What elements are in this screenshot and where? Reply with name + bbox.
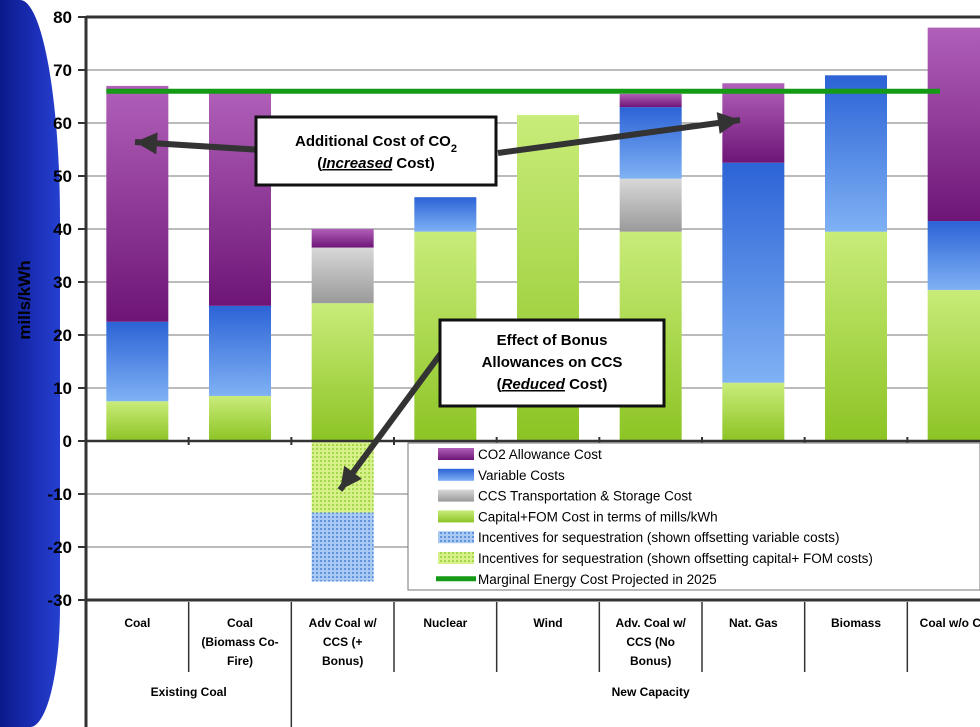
annotation-arrowhead — [135, 132, 158, 155]
bar-segment — [619, 178, 682, 232]
y-tick-label: 20 — [53, 326, 72, 345]
legend: CO2 Allowance Cost Variable Costs CCS Tran… — [407, 442, 980, 591]
axes: -30 -20 -10 0 10 20 30 40 50 60 70 80 mills/kWh — [15, 8, 980, 727]
bar-segment — [311, 229, 374, 248]
bar-segment — [722, 162, 785, 383]
legend-entry: Variable Costs — [478, 468, 565, 483]
y-tick-label: 40 — [53, 220, 72, 239]
bar-segment — [825, 75, 887, 232]
legend-swatch — [438, 468, 474, 481]
bar-segment — [825, 231, 887, 441]
legend-swatch — [438, 510, 474, 523]
y-tick-label: 50 — [53, 167, 72, 186]
category-group-label: Existing Coal — [151, 685, 227, 699]
category-label: Adv Coal w/ — [309, 616, 378, 630]
bar-segment — [311, 303, 374, 441]
category-axis: Coal Coal (Biomass Co- Fire) Adv Coal w/CCS … — [85, 602, 980, 727]
bonus-allowance-callout-line: (Reduced Cost) — [497, 376, 608, 393]
annotation-arrow-shaft — [497, 117, 741, 156]
legend-entry: Marginal Energy Cost Projected in 2025 — [478, 572, 717, 587]
y-axis-label: mills/kWh — [15, 260, 34, 339]
co2-cost-callout-box — [254, 115, 498, 187]
legend-entry: CCS Transportation & Storage Cost — [478, 489, 692, 504]
category-label: Coal w/o CCS — [920, 616, 980, 630]
bar-segment — [209, 395, 271, 441]
category-group-label: New Capacity — [612, 685, 690, 699]
y-tick-label: 10 — [53, 379, 72, 398]
annotations: Additional Cost of CO2(Increased Cost) Ef… — [134, 112, 741, 492]
bar-segment — [106, 321, 169, 402]
category-label: Bonus) — [322, 654, 363, 668]
bar-segment — [619, 93, 682, 108]
legend-swatch — [438, 448, 474, 460]
category-label: Biomass — [831, 616, 881, 630]
category-label: Bonus) — [630, 654, 671, 668]
category-label: (Biomass Co- — [201, 635, 278, 649]
legend-entry: Incentives for sequestration (shown offs… — [478, 530, 839, 545]
bar-segment — [311, 512, 374, 582]
category-label: Nuclear — [423, 616, 467, 630]
bar-segment — [106, 85, 169, 322]
co2-cost-callout-subtitle: (Increased Cost) — [317, 155, 435, 172]
legend-swatch — [438, 489, 474, 502]
bar-segment — [927, 289, 980, 441]
legend-entry: Capital+FOM Cost in terms of mills/kWh — [478, 509, 718, 524]
annotation-arrow-shaft — [337, 350, 445, 492]
category-label: Coal — [124, 616, 150, 630]
legend-entry: CO2 Allowance Cost — [478, 447, 602, 462]
category-label: Adv. Coal w/ — [615, 616, 686, 630]
legend-entry: Incentives for sequestration (shown offs… — [478, 551, 873, 566]
annotation-arrowhead — [716, 112, 740, 134]
y-tick-label: 30 — [53, 273, 72, 292]
legend-box — [407, 442, 980, 591]
co2-cost-callout-title: Additional Cost of CO2 — [295, 133, 457, 155]
category-label: CCS (+ — [323, 635, 363, 649]
y-tick-label: -30 — [47, 591, 72, 610]
y-tick-label: 60 — [53, 114, 72, 133]
bar-segment — [209, 305, 271, 396]
bar-segment — [106, 401, 169, 441]
legend-swatch — [438, 552, 474, 564]
bar-segment — [927, 221, 980, 290]
bar-segment — [722, 382, 785, 441]
bar-segment — [619, 107, 682, 179]
bonus-allowance-callout-line: Allowances on CCS — [482, 354, 623, 371]
bar-segment — [927, 27, 980, 222]
category-label: Wind — [533, 616, 562, 630]
annotation-arrowhead — [340, 465, 362, 490]
category-label: CCS (No — [626, 635, 675, 649]
bar-segment — [414, 197, 477, 232]
category-label: Nat. Gas — [729, 616, 778, 630]
slide-background — [0, 0, 60, 727]
y-tick-label: 80 — [53, 8, 72, 27]
bonus-allowance-callout-line: Effect of Bonus — [497, 332, 608, 349]
y-tick-label: 70 — [53, 61, 72, 80]
bonus-allowance-callout-box — [438, 318, 666, 408]
legend-swatch — [438, 531, 474, 544]
category-label: Coal — [227, 616, 253, 630]
category-label: Fire) — [227, 654, 253, 668]
y-tick-label: 0 — [63, 432, 72, 451]
y-tick-label: -20 — [47, 538, 72, 557]
bar-segment — [311, 247, 374, 304]
y-tick-label: -10 — [47, 485, 72, 504]
